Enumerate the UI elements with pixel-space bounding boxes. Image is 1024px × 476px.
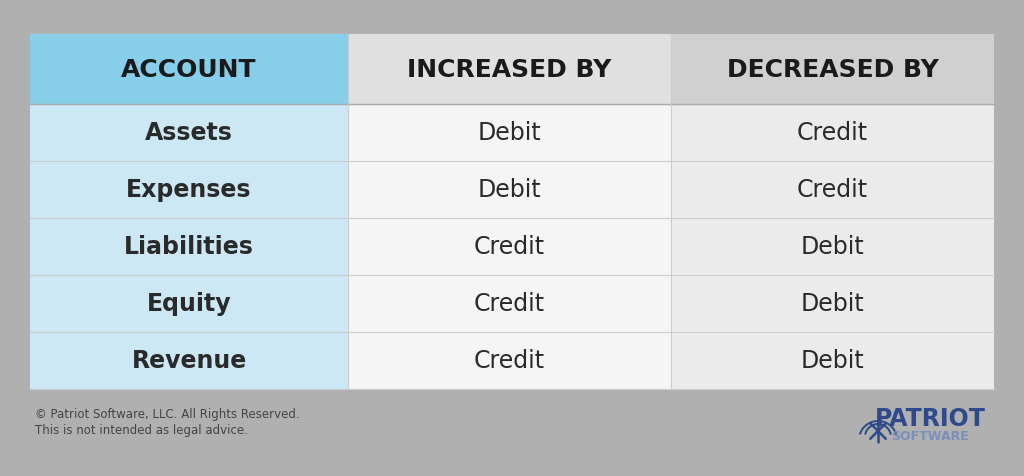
Bar	[671, 162, 994, 218]
Bar	[30, 332, 348, 389]
Text: Credit: Credit	[474, 235, 545, 259]
Bar	[348, 35, 671, 105]
Text: Assets: Assets	[145, 121, 233, 145]
Text: Expenses: Expenses	[126, 178, 252, 202]
Text: Equity: Equity	[146, 292, 231, 316]
Bar	[348, 105, 671, 162]
Text: ACCOUNT: ACCOUNT	[121, 58, 257, 82]
Bar	[30, 35, 348, 105]
Bar	[671, 332, 994, 389]
Bar	[30, 276, 348, 332]
Text: Credit: Credit	[474, 292, 545, 316]
Text: Liabilities: Liabilities	[124, 235, 254, 259]
Text: INCREASED BY: INCREASED BY	[408, 58, 611, 82]
Text: Revenue: Revenue	[131, 349, 247, 373]
Text: Credit: Credit	[797, 178, 868, 202]
Text: Debit: Debit	[801, 235, 864, 259]
Text: Debit: Debit	[801, 292, 864, 316]
Bar	[30, 218, 348, 276]
Bar	[671, 35, 994, 105]
Text: Debit: Debit	[801, 349, 864, 373]
Bar	[671, 218, 994, 276]
Bar	[30, 105, 348, 162]
Bar	[348, 162, 671, 218]
Bar	[348, 276, 671, 332]
Text: © Patriot Software, LLC. All Rights Reserved.: © Patriot Software, LLC. All Rights Rese…	[35, 407, 300, 421]
Text: Debit: Debit	[478, 178, 542, 202]
Bar	[30, 162, 348, 218]
Bar	[348, 332, 671, 389]
Text: PATRIOT: PATRIOT	[874, 406, 985, 430]
Text: SOFTWARE: SOFTWARE	[891, 430, 969, 443]
Text: Debit: Debit	[478, 121, 542, 145]
Bar	[671, 105, 994, 162]
Text: Credit: Credit	[797, 121, 868, 145]
Bar	[671, 276, 994, 332]
Text: DECREASED BY: DECREASED BY	[727, 58, 938, 82]
Text: Credit: Credit	[474, 349, 545, 373]
Text: This is not intended as legal advice.: This is not intended as legal advice.	[35, 424, 248, 436]
Bar	[348, 218, 671, 276]
